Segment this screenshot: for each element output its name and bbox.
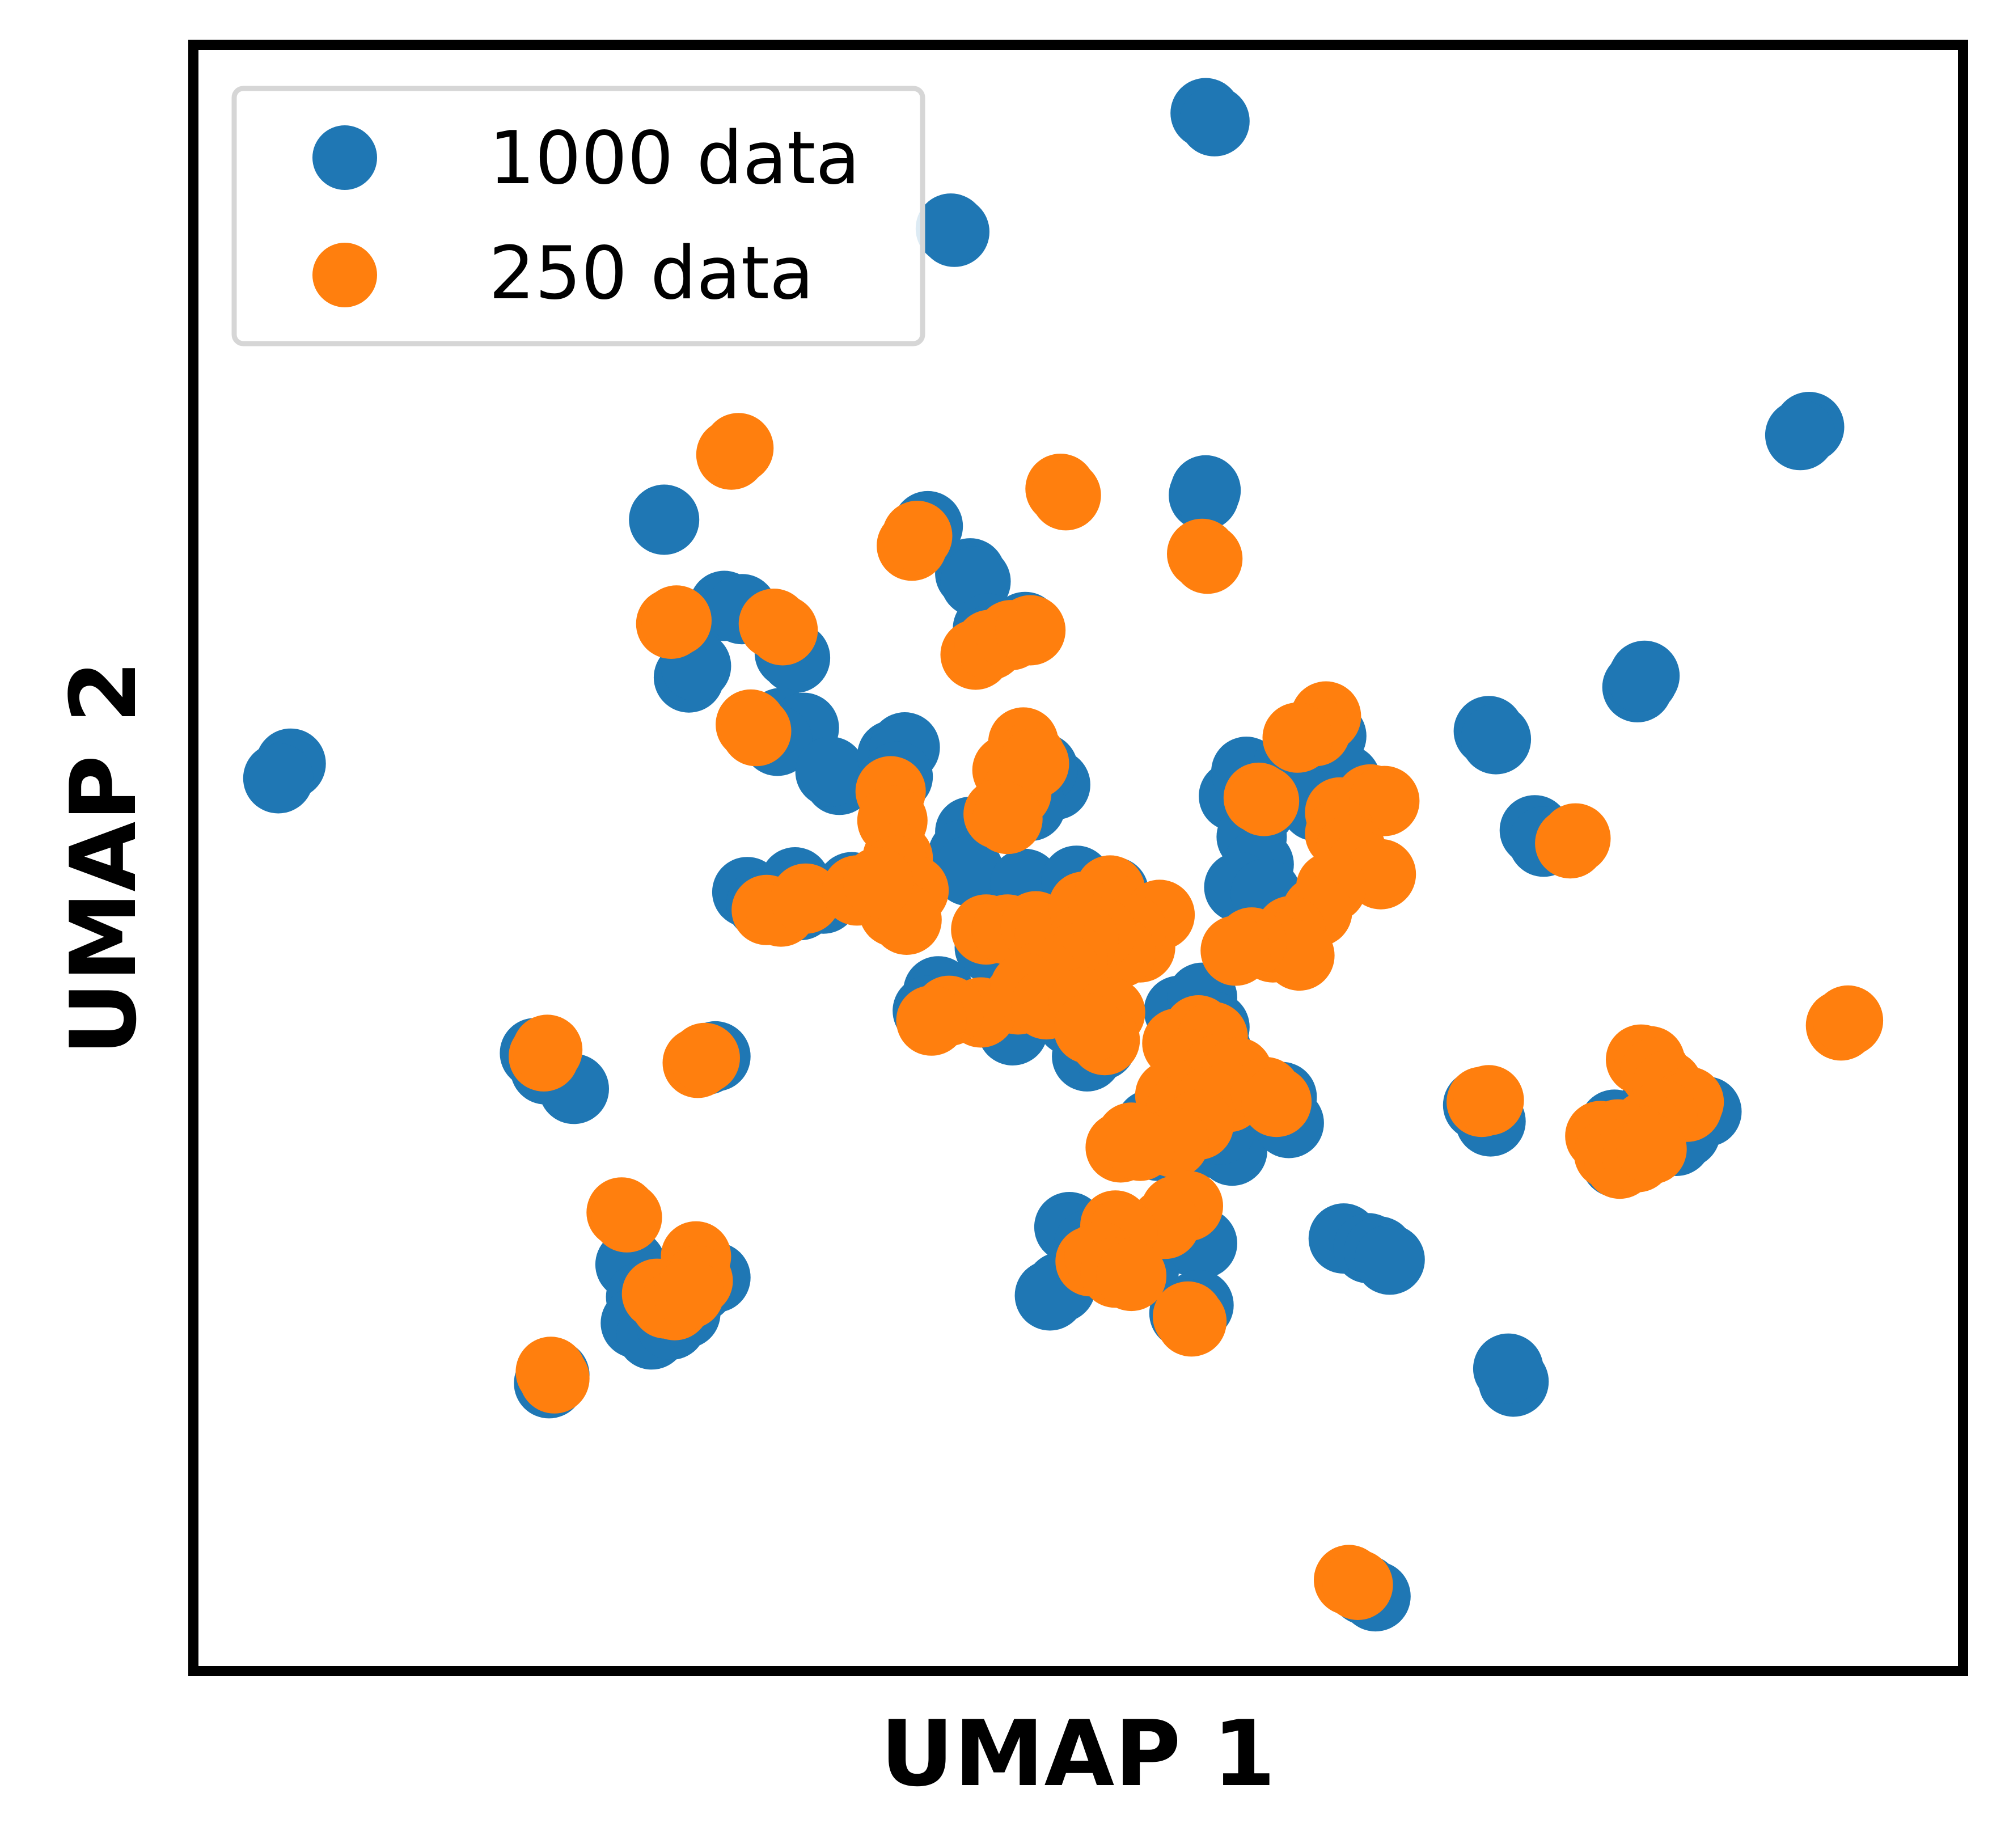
legend-marker-250-data (312, 243, 377, 307)
scatter-point-series-2-30 (1229, 766, 1300, 836)
legend-label-250-data: 250 data (489, 231, 814, 316)
legend-marker-1000-data (312, 125, 377, 190)
scatter-point-series-1-34 (795, 737, 866, 807)
scatter-point-series-2-143 (653, 1258, 724, 1329)
scatter-point-series-2-12 (747, 595, 818, 666)
scatter-point-series-2-147 (519, 1343, 590, 1414)
scatter-point-series-2-134 (1096, 1241, 1167, 1312)
scatter-point-series-1-6 (1765, 400, 1835, 471)
series-2-points (509, 413, 1884, 1620)
scatter-point-series-1-136 (1473, 1333, 1543, 1404)
scatter-point-series-1-2 (1179, 86, 1250, 157)
scatter-point-series-2-78 (896, 985, 967, 1056)
scatter-point-series-1-4 (915, 193, 986, 264)
scatter-point-series-2-18 (721, 696, 792, 767)
scatter-point-series-1-25 (1608, 644, 1678, 714)
legend-box (231, 86, 925, 346)
scatter-point-series-2-8 (1172, 523, 1243, 594)
plot-frame (188, 40, 1968, 1676)
scatter-point-series-2-6 (882, 501, 953, 572)
scatter-point-series-2-104 (1813, 985, 1884, 1056)
scatter-point-series-2-4 (1030, 460, 1101, 531)
scatter-point-series-2-145 (1156, 1286, 1227, 1357)
scatter-point-series-2-10 (641, 585, 712, 656)
scatter-point-series-2-44 (1200, 915, 1271, 986)
scatter-points-layer (243, 78, 1884, 1632)
scatter-point-series-1-121 (1354, 1224, 1425, 1295)
scatter-point-series-2-119 (1616, 1114, 1687, 1185)
legend: 1000 data 250 data (231, 86, 925, 346)
scatter-point-series-1-12 (629, 484, 700, 555)
scatter-point-series-2-2 (703, 413, 774, 484)
scatter-point-series-2-16 (995, 595, 1066, 666)
scatter-point-series-2-125 (670, 1022, 740, 1093)
scatter-point-series-2-97 (1241, 1067, 1312, 1137)
x-axis-label: UMAP 1 (880, 1701, 1275, 1807)
scatter-point-series-2-25 (972, 784, 1043, 855)
scatter-point-series-2-136 (591, 1182, 662, 1253)
scatter-point-series-1-43 (933, 835, 1004, 906)
y-axis-label: UMAP 2 (50, 660, 157, 1055)
scatter-point-series-2-149 (1322, 1550, 1393, 1620)
scatter-point-series-2-84 (1054, 993, 1124, 1064)
scatter-point-series-2-123 (512, 1014, 583, 1085)
scatter-point-series-1-29 (243, 743, 314, 814)
scatter-point-series-2-53 (1535, 808, 1606, 879)
scatter-point-series-1-8 (1170, 455, 1241, 526)
scatter-point-series-2-121 (1453, 1065, 1524, 1136)
scatter-point-series-2-102 (1105, 1110, 1175, 1181)
legend-label-1000-data: 1000 data (489, 116, 860, 201)
scatter-point-series-2-58 (843, 847, 913, 917)
scatter-point-series-1-27 (1461, 704, 1532, 775)
scatter-point-series-2-28 (1262, 702, 1333, 773)
